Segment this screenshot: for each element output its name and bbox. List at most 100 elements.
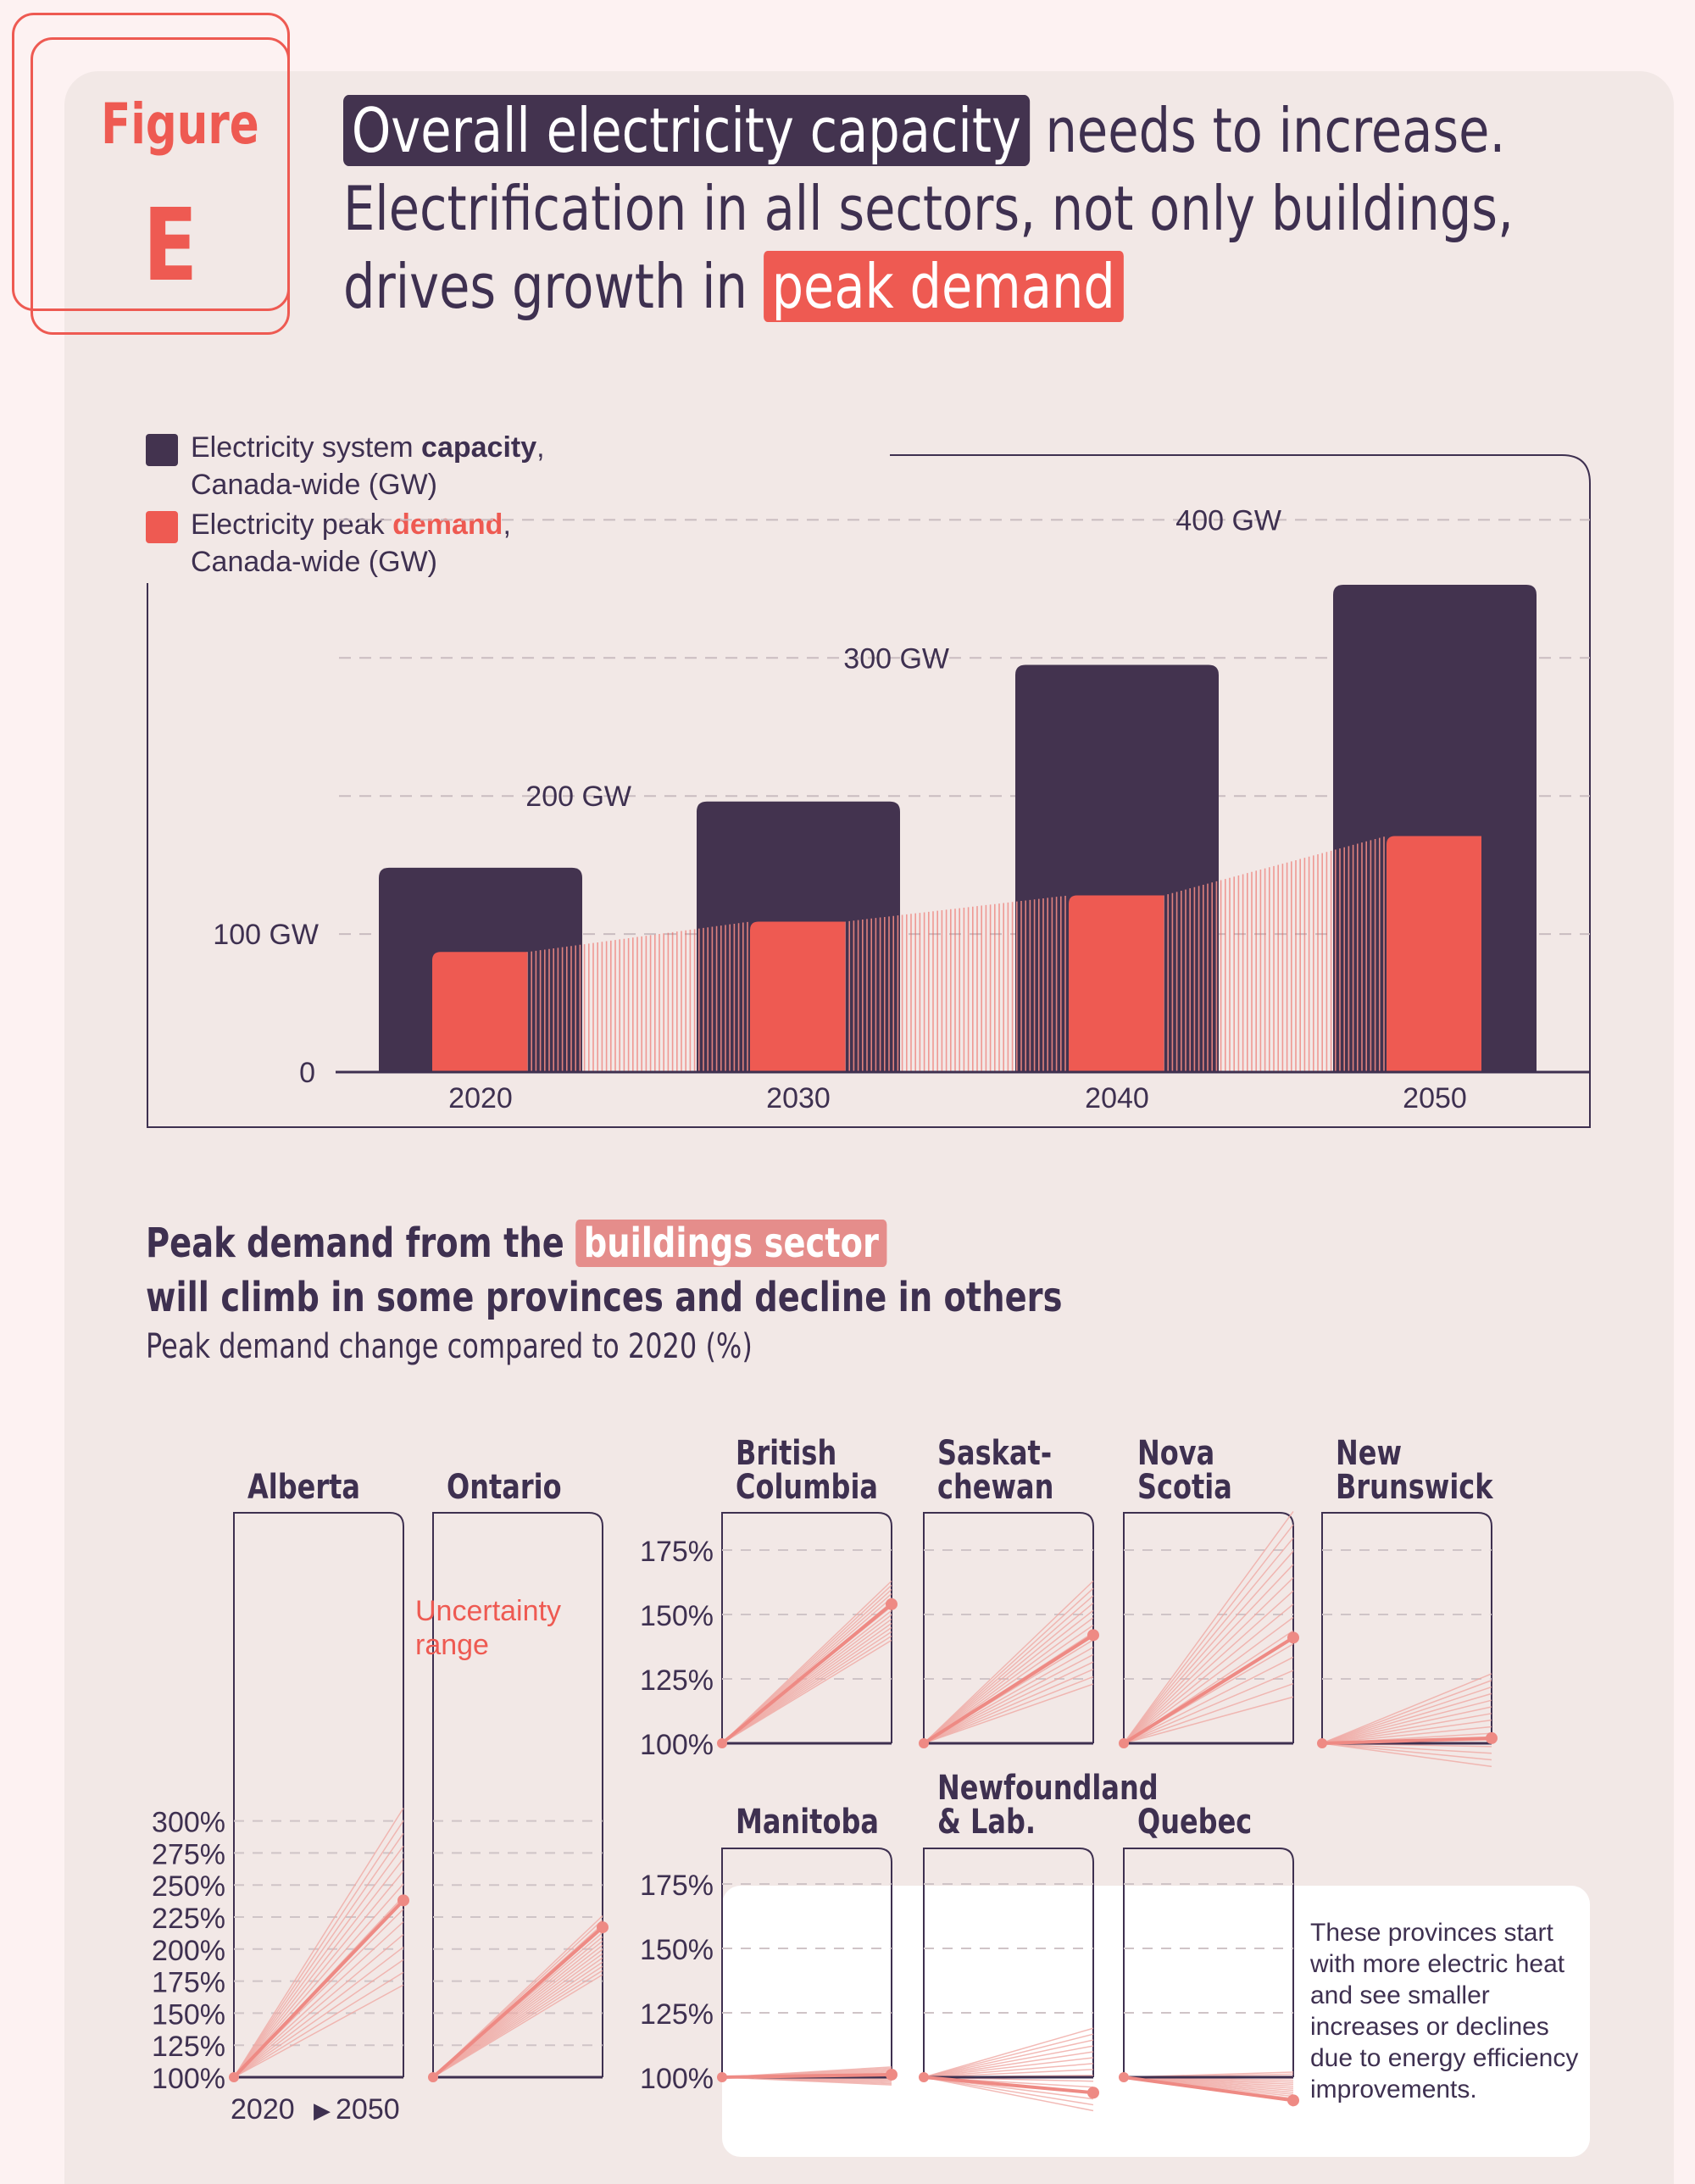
y-tick-large: 200% — [152, 1935, 225, 1967]
province-name: Alberta — [247, 1466, 360, 1506]
end-point — [886, 2068, 898, 2081]
title-line2: Electrification in all sectors, not only… — [343, 173, 1514, 244]
province-frame — [432, 1512, 603, 2077]
start-point — [229, 2072, 239, 2082]
start-point — [428, 2072, 438, 2082]
uncertainty-line — [1123, 1524, 1294, 1744]
uncertainty-line — [1321, 1742, 1492, 1768]
province-name: Scotia — [1137, 1466, 1232, 1506]
uncertainty-line — [1321, 1742, 1492, 1761]
uncertainty-line — [1123, 1590, 1294, 1744]
province-name: Columbia — [736, 1466, 878, 1506]
uncertainty-line — [233, 1845, 404, 2078]
uncertainty-line — [1321, 1719, 1492, 1744]
legend-demand-line2: Canada-wide (GW) — [191, 546, 437, 578]
y-tick-large: 225% — [152, 1903, 225, 1935]
y-tick-label: 300 GW — [843, 642, 949, 675]
figure-letter: E — [142, 186, 198, 303]
x-tick-2020: 2020 — [448, 1082, 513, 1114]
end-point — [1087, 2087, 1099, 2099]
uncertainty-line — [1321, 1742, 1492, 1754]
start-point — [1317, 1738, 1327, 1748]
legend-capacity-post: , — [536, 431, 545, 464]
end-point — [1486, 1731, 1498, 1744]
start-point — [919, 1738, 929, 1748]
legend-demand-pre: Electricity peak — [191, 508, 393, 541]
figure-word: Figure — [101, 92, 259, 157]
uncertainty-line — [1123, 1550, 1294, 1744]
uncertainty-line — [1321, 1713, 1492, 1744]
start-point — [1119, 1738, 1129, 1748]
central-projection-line — [1123, 2076, 1294, 2103]
province-frame — [721, 1512, 892, 1743]
uncertainty-line — [233, 1883, 404, 2078]
uncertainty-line — [233, 1921, 404, 2078]
buildings-subtitle: Peak demand change compared to 2020 (%) — [146, 1327, 753, 1366]
y-tick-small: 125% — [640, 1998, 714, 2031]
y-tick-small: 175% — [640, 1870, 714, 1902]
uncertainty-line — [1123, 1537, 1294, 1744]
demand-connector-2030-2040 — [844, 895, 1066, 1072]
province-panel-saskat--chewan: Saskat-chewan — [919, 1432, 1099, 1748]
end-point — [597, 1921, 609, 1934]
uncertainty-line — [1321, 1680, 1492, 1744]
uncertainty-line — [1123, 1510, 1294, 1744]
x-end-label: 2050 — [336, 2093, 400, 2126]
uncertainty-line — [1321, 1686, 1492, 1744]
central-projection-line — [232, 1898, 405, 2079]
central-projection-line — [922, 1633, 1095, 1745]
demand-bar-2020 — [432, 952, 527, 1072]
uncertainty-line — [1123, 1616, 1294, 1744]
y-tick-small: 150% — [640, 1600, 714, 1632]
uncertainty-line — [923, 2033, 1094, 2078]
demand-connector-2040-2050 — [1163, 836, 1385, 1072]
province-frame — [923, 1512, 1094, 1743]
demand-bar-2050 — [1387, 836, 1481, 1072]
central-projection-line — [1122, 1636, 1295, 1745]
uncertainty-line — [923, 2057, 1094, 2078]
legend-demand-swatch — [146, 511, 178, 543]
bar-chart-frame — [147, 454, 1591, 1128]
province-frame — [923, 1848, 1094, 2077]
central-projection-line — [923, 2076, 1094, 2095]
province-panel-alberta: Alberta — [229, 1466, 409, 2082]
uncertainty-line — [1123, 1603, 1294, 1744]
uncertainty-line — [923, 2039, 1094, 2078]
low-change-highlight-box — [722, 1886, 1590, 2157]
provinces-note: These provinces start with more electric… — [1310, 1919, 1579, 2103]
uncertainty-line — [923, 1661, 1094, 1744]
annotation-uncertainty: Uncertainty — [415, 1595, 561, 1627]
province-name: & Lab. — [937, 1801, 1036, 1841]
legend-capacity-swatch — [146, 434, 178, 466]
uncertainty-line — [233, 1933, 404, 2078]
y-tick-large: 125% — [152, 2031, 225, 2063]
province-name: Newfoundland — [937, 1767, 1159, 1807]
buildings-title-pre: Peak demand from the — [146, 1220, 576, 1267]
buildings-title-highlight: buildings sector — [575, 1220, 887, 1267]
uncertainty-line — [233, 1832, 404, 2078]
y-tick-small: 175% — [640, 1536, 714, 1568]
y-tick-label: 200 GW — [525, 781, 631, 813]
end-point — [1087, 1629, 1099, 1642]
uncertainty-line — [233, 1820, 404, 2078]
y-tick-small: 125% — [640, 1664, 714, 1697]
title-line3-prefix: drives growth in — [343, 251, 764, 322]
demand-connector-2020-2030 — [526, 921, 748, 1072]
uncertainty-line — [233, 1858, 404, 2078]
province-name: British — [736, 1432, 836, 1472]
start-point — [1119, 2072, 1129, 2082]
y-tick-large: 175% — [152, 1967, 225, 1999]
uncertainty-line — [1123, 1682, 1294, 1744]
uncertainty-line — [923, 2063, 1094, 2078]
start-point — [717, 2072, 727, 2082]
legend-capacity-bold: capacity — [421, 431, 537, 464]
central-projection-line — [720, 1603, 893, 1745]
figure-frame-front — [31, 37, 290, 335]
uncertainty-line — [923, 1676, 1094, 1744]
buildings-title-line2: will climb in some provinces and decline… — [146, 1274, 1063, 1321]
uncertainty-line — [233, 1959, 404, 2078]
province-name: Brunswick — [1336, 1466, 1493, 1506]
central-projection-line — [1321, 1736, 1492, 1745]
